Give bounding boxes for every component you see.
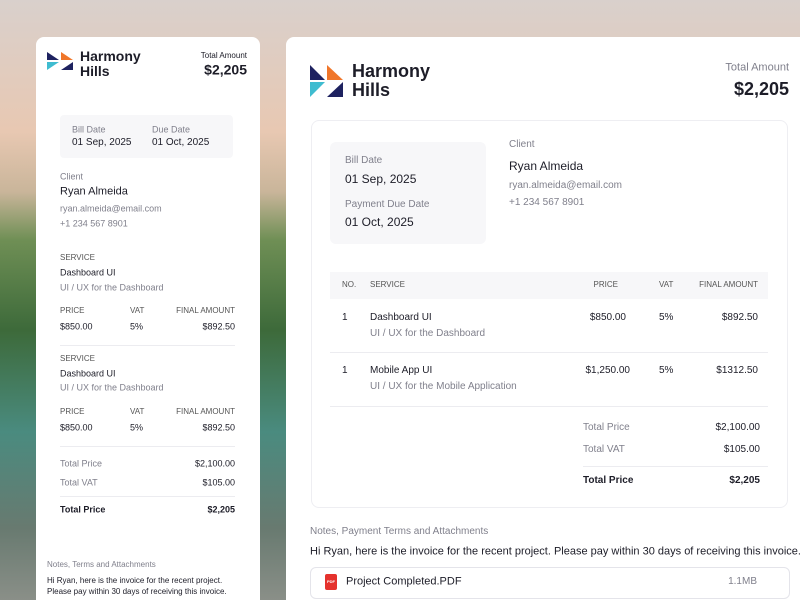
total-value: $2,205 [207,504,235,515]
service: Dashboard UI [60,368,116,379]
due-date: 01 Oct, 2025 [152,137,210,148]
total-label: Total Price [583,475,634,486]
label: FINAL AMOUNT [176,306,235,316]
email: ryan.almeida@email.com [60,203,162,214]
email: ryan.almeida@email.com [509,180,622,191]
divider [330,352,768,353]
column-header: SERVICE [370,280,405,290]
label: FINAL AMOUNT [176,407,235,417]
total-label: Total Amount [725,61,789,74]
final: $892.50 [721,312,758,323]
client-name: Ryan Almeida [509,158,584,173]
attachment-name: Project Completed.PDF [346,575,462,588]
phone: +1 234 567 8901 [60,218,128,229]
total-label: Total Price [583,422,630,433]
bill-date: 01 Sep, 2025 [72,137,132,148]
price: $850.00 [60,422,93,433]
label: Due Date [152,124,191,135]
description: UI / UX for the Mobile Application [370,381,517,392]
total-label: Total VAT [583,444,625,455]
divider [60,496,235,497]
label: Payment Due Date [345,199,430,210]
column-header: PRICE [593,280,618,290]
row-number: 1 [342,365,348,376]
divider [583,466,768,467]
notes-label: Notes, Payment Terms and Attachments [310,526,489,537]
column-header: FINAL AMOUNT [699,280,758,290]
attachment-size: 1.1MB [728,576,757,587]
label: Bill Date [345,155,383,166]
total-label: Total Amount [200,51,247,61]
pdf-icon: PDF [325,574,337,590]
price: $850.00 [589,312,626,323]
divider [60,446,235,447]
total-value: $105.00 [202,477,235,488]
brand: Harmony Hills [80,48,141,79]
column-header: NO. [342,280,357,290]
label: VAT [130,306,145,316]
date-box [60,115,233,158]
final: $892.50 [202,321,235,332]
column-header: VAT [659,280,674,290]
brand: Harmony Hills [352,61,431,100]
price: $850.00 [60,321,93,332]
invoice-panel [311,120,788,508]
due-date: 01 Oct, 2025 [345,214,414,229]
phone: +1 234 567 8901 [509,197,585,208]
price: $1,250.00 [585,365,631,376]
vat: 5% [130,422,144,433]
table-header [330,272,768,299]
label: PRICE [60,306,85,316]
label: VAT [130,407,145,417]
divider [60,345,235,346]
total: $2,205 [733,79,789,100]
attachment[interactable] [310,567,790,599]
bill-date: 01 Sep, 2025 [345,171,417,186]
notes: Hi Ryan, here is the invoice for the rec… [310,545,800,558]
vat: 5% [659,312,674,323]
label: SERVICE [60,354,95,364]
label: Client [509,139,535,150]
label: Bill Date [72,124,106,135]
label: PRICE [60,407,85,417]
total-value: $2,100.00 [715,422,761,433]
description: UI / UX for the Dashboard [60,382,164,393]
service: Mobile App UI [370,365,433,376]
desktop-invoice [286,37,800,600]
logo [47,52,73,70]
label: Client [60,171,84,182]
total-label: Total Price [60,458,103,469]
notes-label: Notes, Terms and Attachments [47,560,156,570]
total: $2,205 [204,61,247,78]
row-number: 1 [342,312,348,323]
description: UI / UX for the Dashboard [370,328,486,339]
description: UI / UX for the Dashboard [60,282,164,293]
service: Dashboard UI [60,267,116,278]
total-label: Total VAT [60,477,98,488]
date-box [330,142,486,244]
total-value: $105.00 [723,444,760,455]
divider [330,406,768,407]
logo [310,65,343,97]
total-label: Total Price [60,504,106,515]
service: Dashboard UI [370,312,432,323]
final: $892.50 [202,422,235,433]
label: SERVICE [60,253,95,263]
notes: Hi Ryan, here is the invoice for the rec… [47,576,227,596]
vat: 5% [659,365,674,376]
final: $1312.50 [716,365,758,376]
vat: 5% [130,321,144,332]
total-value: $2,100.00 [194,458,235,469]
total-value: $2,205 [729,475,760,486]
client-name: Ryan Almeida [60,185,128,198]
